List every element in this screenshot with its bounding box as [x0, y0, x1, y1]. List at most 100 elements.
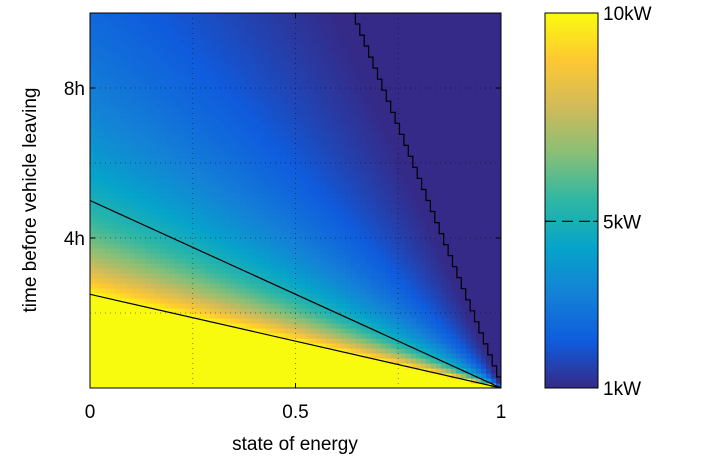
- heatmap-cell: [190, 383, 196, 388]
- heatmap-cell: [180, 343, 186, 349]
- heatmap-cell: [185, 33, 191, 39]
- heatmap-cell: [390, 88, 397, 94]
- heatmap-cell: [100, 113, 106, 119]
- heatmap-cell: [180, 48, 186, 54]
- heatmap-cell: [355, 83, 362, 89]
- heatmap-cell: [420, 288, 427, 294]
- heatmap-cell: [420, 213, 427, 219]
- heatmap-cell: [230, 283, 236, 289]
- heatmap-cell: [380, 313, 387, 319]
- heatmap-cell: [355, 218, 362, 224]
- heatmap-cell: [120, 43, 126, 49]
- heatmap-cell: [295, 43, 302, 49]
- heatmap-cell: [195, 263, 201, 269]
- heatmap-cell: [120, 113, 126, 119]
- heatmap-cell: [385, 268, 392, 274]
- heatmap-cell: [305, 308, 312, 314]
- heatmap-cell: [215, 168, 221, 174]
- heatmap-cell: [370, 248, 377, 254]
- heatmap-cell: [190, 38, 196, 44]
- heatmap-cell: [150, 313, 156, 319]
- heatmap-cell: [315, 138, 322, 144]
- heatmap-cell: [165, 318, 171, 324]
- heatmap-cell: [200, 363, 206, 369]
- heatmap-cell: [230, 288, 236, 294]
- heatmap-cell: [330, 163, 337, 169]
- heatmap-cell: [210, 178, 216, 184]
- heatmap-cell: [295, 13, 302, 19]
- heatmap-cell: [315, 48, 322, 54]
- heatmap-cell: [385, 23, 392, 29]
- heatmap-cell: [245, 268, 251, 274]
- heatmap-cell: [420, 188, 427, 194]
- heatmap-cell: [110, 163, 116, 169]
- heatmap-cell: [125, 88, 131, 94]
- heatmap-cell: [325, 163, 332, 169]
- heatmap-cell: [300, 338, 307, 344]
- heatmap-cell: [180, 113, 186, 119]
- heatmap-cell: [195, 308, 201, 314]
- heatmap-cell: [90, 128, 96, 134]
- heatmap-cell: [420, 178, 427, 184]
- heatmap-cell: [135, 318, 141, 324]
- heatmap-cell: [410, 133, 417, 139]
- heatmap-cell: [280, 248, 287, 254]
- heatmap-cell: [215, 43, 221, 49]
- heatmap-cell: [420, 378, 427, 384]
- heatmap-cell: [330, 58, 337, 64]
- heatmap-cell: [335, 373, 342, 379]
- heatmap-cell: [225, 333, 231, 339]
- heatmap-cell: [235, 188, 241, 194]
- heatmap-cell: [235, 83, 241, 89]
- heatmap-cell: [240, 308, 246, 314]
- heatmap-cell: [150, 303, 156, 309]
- heatmap-cell: [240, 208, 246, 214]
- heatmap-cell: [270, 308, 277, 314]
- heatmap-cell: [145, 23, 151, 29]
- heatmap-cell: [330, 113, 337, 119]
- heatmap-cell: [115, 178, 121, 184]
- heatmap-cell: [95, 88, 101, 94]
- heatmap-cell: [310, 113, 317, 119]
- heatmap-cell: [360, 173, 367, 179]
- heatmap-cell: [225, 63, 231, 69]
- heatmap-cell: [250, 88, 256, 94]
- heatmap-cell: [190, 313, 196, 319]
- heatmap-cell: [400, 313, 407, 319]
- heatmap-cell: [170, 23, 176, 29]
- heatmap-cell: [375, 173, 382, 179]
- heatmap-cell: [330, 318, 337, 324]
- heatmap-cell: [270, 28, 277, 34]
- heatmap-cell: [225, 23, 231, 29]
- heatmap-cell: [210, 343, 216, 349]
- heatmap-cell: [310, 268, 317, 274]
- heatmap-cell: [355, 323, 362, 329]
- heatmap-cell: [90, 188, 96, 194]
- heatmap-cell: [355, 13, 362, 19]
- heatmap-cell: [385, 253, 392, 259]
- heatmap-cell: [240, 153, 246, 159]
- heatmap-cell: [320, 63, 327, 69]
- heatmap-cell: [135, 338, 141, 344]
- heatmap-cell: [165, 288, 171, 294]
- heatmap-cell: [255, 383, 262, 388]
- heatmap-cell: [145, 323, 151, 329]
- heatmap-cell: [235, 198, 241, 204]
- heatmap-cell: [335, 288, 342, 294]
- heatmap-cell: [420, 238, 427, 244]
- heatmap-cell: [345, 33, 352, 39]
- heatmap-cell: [350, 308, 357, 314]
- heatmap-cell: [360, 203, 367, 209]
- heatmap-cell: [260, 243, 267, 249]
- heatmap-cell: [385, 58, 392, 64]
- heatmap-cell: [310, 363, 317, 369]
- heatmap-cell: [360, 133, 367, 139]
- heatmap-cell: [145, 93, 151, 99]
- heatmap-cell: [330, 173, 337, 179]
- heatmap-cell: [130, 208, 136, 214]
- heatmap-cell: [400, 163, 407, 169]
- heatmap-cell: [190, 178, 196, 184]
- heatmap-cell: [340, 363, 347, 369]
- heatmap-cell: [365, 73, 372, 79]
- heatmap-cell: [110, 103, 116, 109]
